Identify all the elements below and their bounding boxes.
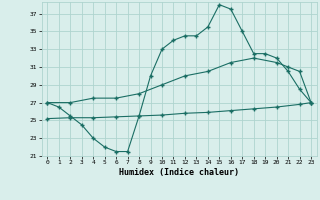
X-axis label: Humidex (Indice chaleur): Humidex (Indice chaleur) [119,168,239,177]
